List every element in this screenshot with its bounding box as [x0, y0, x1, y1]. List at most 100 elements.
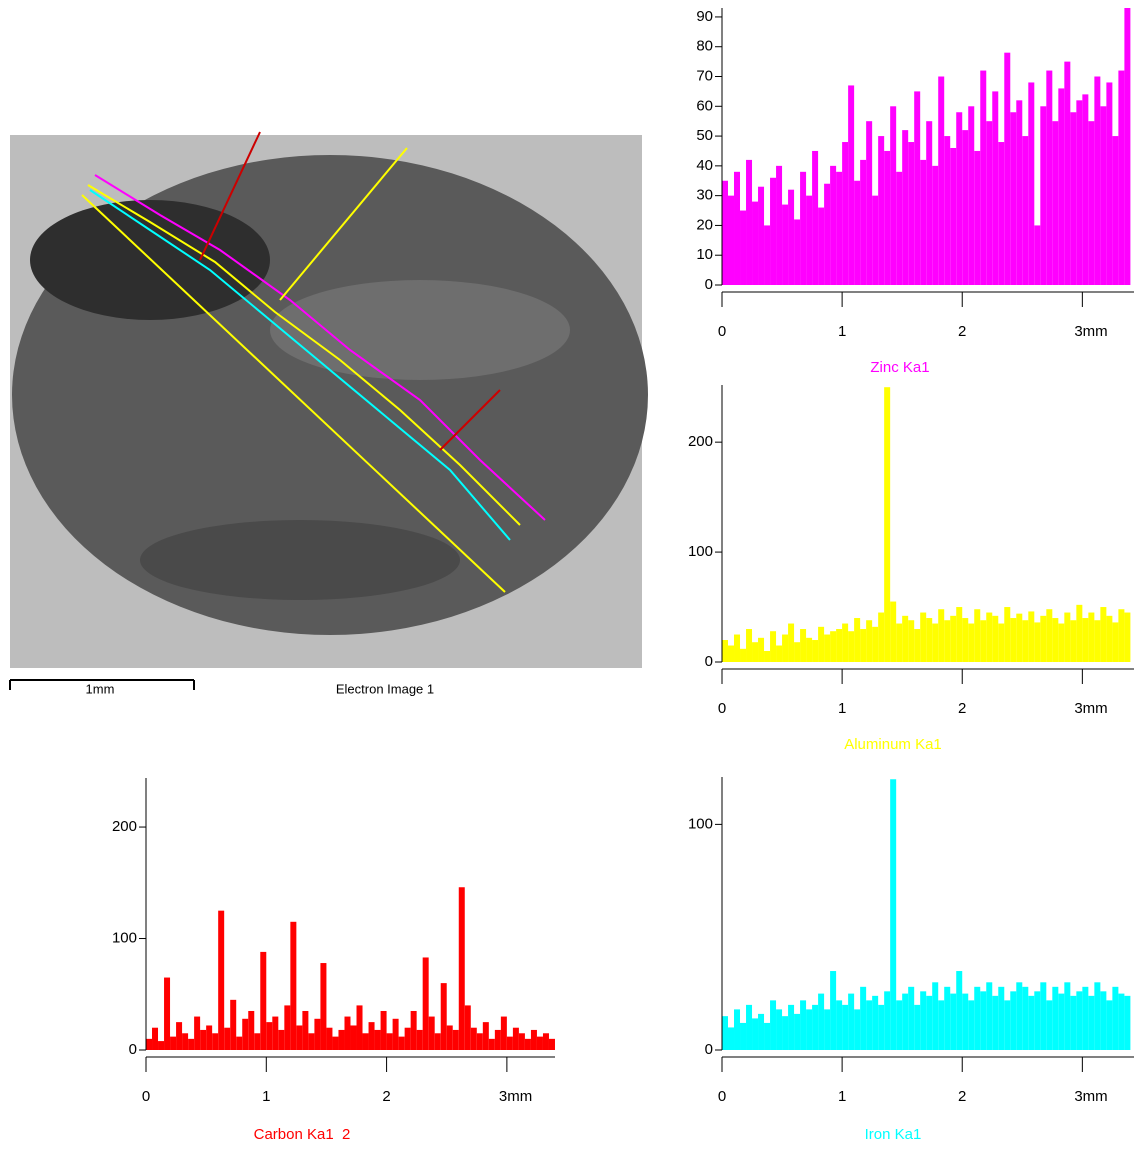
bar: [488, 1038, 495, 1050]
bar: [722, 180, 728, 285]
chart-title: Iron Ka1: [865, 1126, 922, 1143]
bar: [512, 1027, 519, 1050]
bar: [1076, 604, 1083, 662]
bar: [1088, 121, 1095, 285]
x-tick-label: 0: [718, 700, 726, 717]
scan-trace: [94, 174, 546, 521]
x-tick-label: 1: [838, 323, 846, 340]
scan-line: [81, 194, 506, 593]
bar: [752, 201, 759, 285]
bar: [1016, 100, 1023, 285]
y-tick-label: 10: [696, 246, 713, 263]
bar: [932, 165, 939, 285]
bar: [902, 130, 909, 285]
x-tick-label: 0: [718, 1088, 726, 1105]
bar: [980, 991, 987, 1050]
bar: [530, 1029, 537, 1050]
line-scan-chart: 0 10 20 30 40 50 60 70 80 90 0 1 2 3mm Zinc Ka1: [696, 8, 1134, 376]
bar: [1046, 609, 1053, 662]
bar: [932, 982, 939, 1050]
bar: [770, 631, 777, 662]
bar: [740, 648, 747, 662]
bar: [812, 150, 819, 285]
bar: [218, 910, 225, 1050]
bar: [818, 993, 825, 1050]
bar: [884, 387, 891, 662]
bar: [836, 1000, 843, 1050]
bar: [908, 620, 915, 662]
bar: [356, 1005, 363, 1050]
bar: [350, 1025, 357, 1050]
bar: [866, 121, 873, 285]
scan-spike: [279, 147, 408, 301]
bar: [362, 1033, 369, 1050]
bar: [776, 1009, 783, 1050]
bar: [1082, 618, 1089, 662]
bar: [944, 136, 951, 285]
bar: [782, 634, 789, 662]
bar: [326, 1027, 333, 1050]
bar: [908, 986, 915, 1050]
bar: [968, 1000, 975, 1050]
bar: [950, 147, 957, 285]
bar: [506, 1036, 513, 1050]
bar: [872, 626, 879, 662]
y-tick-label: 80: [696, 38, 713, 55]
bar: [416, 1029, 423, 1050]
bar: [752, 642, 759, 662]
bar: [920, 991, 927, 1050]
bar: [410, 1010, 417, 1050]
bar: [296, 1025, 303, 1050]
bar: [836, 171, 843, 285]
bar: [812, 1004, 819, 1050]
bar: [992, 995, 999, 1050]
bar: [842, 142, 849, 285]
bar: [956, 112, 963, 285]
bar: [746, 1004, 753, 1050]
bar: [926, 618, 933, 662]
bar: [866, 1000, 873, 1050]
y-tick-label: 30: [696, 187, 713, 204]
y-tick-label: 100: [112, 929, 137, 946]
x-tick-label: 3mm: [499, 1088, 532, 1105]
bar: [746, 629, 753, 662]
bar: [962, 993, 969, 1050]
bar: [800, 629, 807, 662]
bar: [374, 1029, 381, 1050]
bar: [968, 106, 975, 286]
bar: [398, 1036, 405, 1050]
scan-trace: [89, 189, 511, 541]
bar: [404, 1027, 411, 1050]
y-tick-label: 200: [112, 818, 137, 835]
bar: [914, 1004, 921, 1050]
chart-title: Carbon Ka1 2: [254, 1126, 351, 1143]
x-tick-label: 2: [958, 323, 966, 340]
bar: [890, 601, 897, 662]
bar: [980, 70, 987, 285]
bar: [908, 142, 915, 285]
x-tick-label: 0: [718, 323, 726, 340]
bar: [818, 207, 825, 285]
bar: [212, 1033, 219, 1050]
bar: [1058, 623, 1065, 662]
x-tick-label: 1: [262, 1088, 270, 1105]
bar: [188, 1038, 195, 1050]
bar: [266, 1022, 273, 1050]
y-tick-label: 90: [696, 8, 713, 25]
bar: [1022, 620, 1029, 662]
scale-label: 1mm: [86, 681, 115, 696]
bar: [824, 634, 831, 662]
bar: [884, 991, 891, 1050]
bar: [770, 177, 777, 285]
bar: [806, 195, 813, 285]
bar: [830, 971, 837, 1050]
bar: [1046, 1000, 1053, 1050]
bar: [314, 1018, 321, 1050]
bar: [788, 623, 795, 662]
bar: [920, 612, 927, 662]
bar: [734, 171, 741, 285]
bar: [848, 993, 855, 1050]
bar: [308, 1033, 315, 1050]
bar: [938, 76, 945, 286]
bar: [902, 993, 909, 1050]
